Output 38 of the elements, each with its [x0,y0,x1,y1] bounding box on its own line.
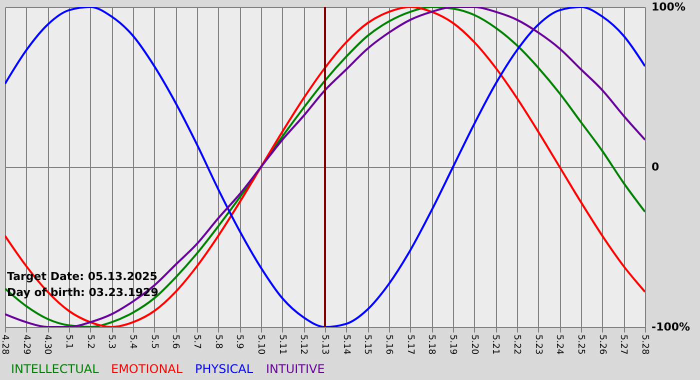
x-tick-label: 5.24 [554,334,564,355]
x-tick-label: 5.13 [320,334,330,355]
x-tick-label: 5.2 [84,334,95,349]
x-tick-label: 5.27 [618,334,628,355]
text: PHYSICAL [195,362,254,376]
x-tick-label: 5.9 [234,334,244,350]
x-tick-label: 5.23 [532,334,543,355]
x-tick-label: 5.5 [148,334,159,349]
y-tick-label: 100% [652,0,686,14]
x-tick-label: 5.17 [404,334,415,355]
x-tick-label: 5.15 [362,334,372,355]
x-tick-label: 5.12 [298,334,308,355]
x-tick-label: 5.3 [106,334,116,349]
x-tick-label: 5.28 [640,334,650,355]
text: INTUITIVE [266,362,325,376]
x-tick-label: 5.25 [576,334,586,355]
x-tick-label: 5.26 [596,334,607,355]
x-tick-label: 5.20 [468,334,479,355]
x-tick-label: 5.14 [340,334,351,355]
x-tick-label: 5.1 [64,334,74,349]
x-tick-label: 5.11 [276,334,287,355]
x-tick-label: 5.18 [426,334,436,355]
x-tick-label: 5.7 [192,334,202,349]
x-tick-label: 5.19 [448,334,458,355]
y-tick-label: 0 [652,160,660,174]
text: EMOTIONAL [111,362,183,376]
x-tick-label: 5.6 [170,334,180,350]
x-tick-label: 4.29 [20,334,31,355]
y-tick-label: -100% [652,320,690,334]
text: INTELLECTUAL [11,362,100,376]
x-tick-label: 4.30 [42,334,52,355]
x-tick-label: 5.21 [490,334,500,355]
x-tick-label: 5.16 [384,334,394,355]
x-tick-label: 5.10 [256,334,266,355]
x-tick-label: 5.4 [128,334,138,350]
x-tick-label: 5.22 [512,334,522,355]
x-tick-label: 5.8 [212,334,223,350]
x-tick-label: 4.28 [0,334,10,355]
